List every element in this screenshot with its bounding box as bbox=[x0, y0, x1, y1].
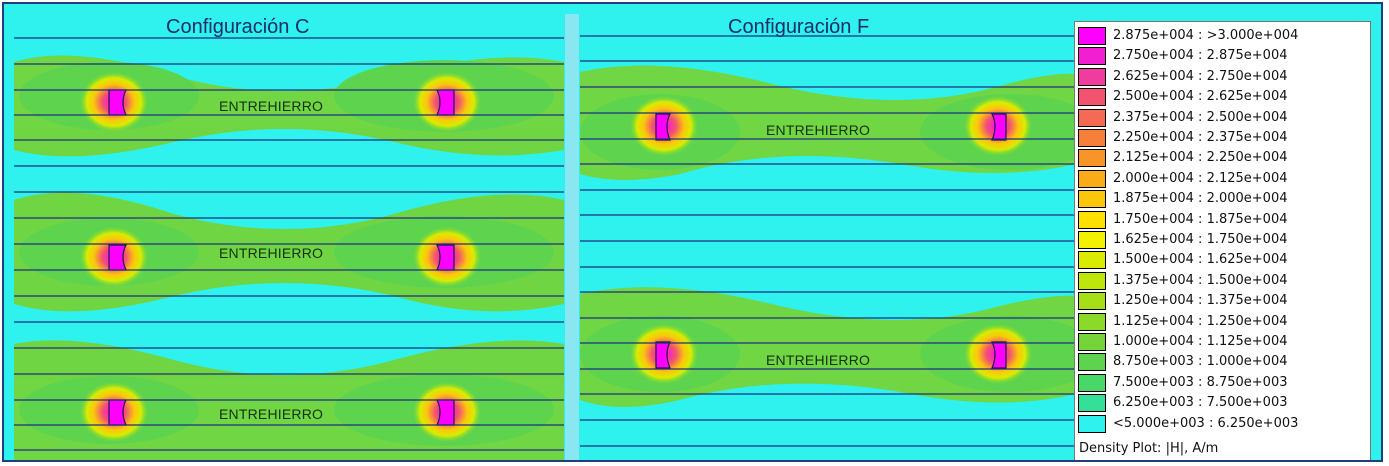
legend-swatch bbox=[1078, 312, 1106, 331]
legend-swatch bbox=[1078, 353, 1106, 372]
legend-row: 1.750e+004 : 1.875e+004 bbox=[1078, 210, 1368, 230]
legend-range-label: 1.500e+004 : 1.625e+004 bbox=[1113, 252, 1288, 268]
legend-swatch bbox=[1078, 373, 1106, 392]
legend-row: 7.500e+003 : 8.750e+003 bbox=[1078, 373, 1368, 393]
panel-configuracion-f: Configuración F ENTREHIERRO ENTREHIERRO bbox=[580, 14, 1076, 460]
legend-range-label: 6.250e+003 : 7.500e+003 bbox=[1113, 395, 1288, 411]
legend-row: 8.750e+003 : 1.000e+004 bbox=[1078, 352, 1368, 372]
legend-range-label: 2.000e+004 : 2.125e+004 bbox=[1113, 170, 1288, 186]
legend-row: <5.000e+003 : 6.250e+003 bbox=[1078, 414, 1368, 434]
gap-label-c-1: ENTREHIERRO bbox=[219, 98, 324, 114]
legend-range-label: 2.875e+004 : >3.000e+004 bbox=[1113, 28, 1299, 43]
legend-range-label: 1.000e+004 : 1.125e+004 bbox=[1113, 334, 1288, 349]
legend-swatch bbox=[1078, 271, 1106, 290]
legend-swatch bbox=[1078, 190, 1106, 209]
legend-swatch bbox=[1078, 231, 1106, 249]
legend-range-label: 1.250e+004 : 1.375e+004 bbox=[1113, 293, 1288, 309]
gap-label-c-3: ENTREHIERRO bbox=[219, 406, 324, 422]
legend-range-label: 2.250e+004 : 2.375e+004 bbox=[1113, 130, 1288, 145]
field-plot-c bbox=[14, 37, 564, 460]
legend-range-label: 2.625e+004 : 2.750e+004 bbox=[1113, 68, 1288, 84]
legend-row: 2.500e+004 : 2.625e+004 bbox=[1078, 87, 1368, 107]
legend-row: 1.500e+004 : 1.625e+004 bbox=[1078, 250, 1368, 270]
legend-range-label: 7.500e+003 : 8.750e+003 bbox=[1113, 374, 1288, 390]
legend-swatch bbox=[1078, 169, 1106, 188]
gap-label-f-2: ENTREHIERRO bbox=[766, 352, 871, 368]
legend-swatch bbox=[1078, 292, 1106, 311]
legend-swatch bbox=[1078, 333, 1106, 351]
gap-label-f-1: ENTREHIERRO bbox=[766, 122, 871, 138]
legend-row: 1.125e+004 : 1.250e+004 bbox=[1078, 312, 1368, 332]
panel-divider bbox=[565, 14, 579, 460]
legend-row: 1.375e+004 : 1.500e+004 bbox=[1078, 271, 1368, 291]
legend-swatch bbox=[1078, 47, 1106, 66]
legend-swatch bbox=[1078, 88, 1106, 107]
legend-row: 1.250e+004 : 1.375e+004 bbox=[1078, 291, 1368, 311]
legend-row: 2.625e+004 : 2.750e+004 bbox=[1078, 67, 1368, 87]
legend-row: 2.125e+004 : 2.250e+004 bbox=[1078, 148, 1368, 168]
legend-range-label: 1.750e+004 : 1.875e+004 bbox=[1113, 211, 1288, 227]
gap-label-c-2: ENTREHIERRO bbox=[219, 245, 324, 261]
legend-row: 1.000e+004 : 1.125e+004 bbox=[1078, 332, 1368, 352]
legend-row: 1.625e+004 : 1.750e+004 bbox=[1078, 230, 1368, 250]
legend-range-label: 2.500e+004 : 2.625e+004 bbox=[1113, 89, 1288, 105]
legend-row: 1.875e+004 : 2.000e+004 bbox=[1078, 189, 1368, 209]
panel-title-f: Configuración F bbox=[728, 16, 870, 38]
legend-swatch bbox=[1078, 67, 1106, 86]
legend-swatch bbox=[1078, 394, 1106, 413]
legend-swatch bbox=[1078, 251, 1106, 270]
color-scale-legend: 2.875e+004 : >3.000e+004 2.750e+004 : 2.8… bbox=[1074, 21, 1371, 460]
legend-swatch bbox=[1078, 414, 1106, 433]
legend-range-label: <5.000e+003 : 6.250e+003 bbox=[1113, 415, 1299, 431]
legend-row: 6.250e+003 : 7.500e+003 bbox=[1078, 393, 1368, 413]
legend-range-label: 1.875e+004 : 2.000e+004 bbox=[1113, 191, 1288, 207]
legend-row: 2.250e+004 : 2.375e+004 bbox=[1078, 128, 1368, 148]
panel-title-c: Configuración C bbox=[166, 16, 310, 38]
flux-line-group bbox=[14, 37, 564, 451]
legend-swatch bbox=[1078, 210, 1106, 229]
legend-row: 2.875e+004 : >3.000e+004 bbox=[1078, 26, 1368, 46]
legend-range-label: 2.125e+004 : 2.250e+004 bbox=[1113, 150, 1288, 166]
legend-range-label: 2.375e+004 : 2.500e+004 bbox=[1113, 109, 1288, 125]
legend-range-label: 1.625e+004 : 1.750e+004 bbox=[1113, 232, 1288, 247]
legend-swatch bbox=[1078, 108, 1106, 127]
legend-swatch bbox=[1078, 129, 1106, 147]
legend-range-label: 1.125e+004 : 1.250e+004 bbox=[1113, 313, 1288, 329]
flux-line-group-f bbox=[580, 35, 1076, 447]
legend-range-label: 2.750e+004 : 2.875e+004 bbox=[1113, 48, 1288, 64]
legend-swatch bbox=[1078, 149, 1106, 168]
legend-row: 2.000e+004 : 2.125e+004 bbox=[1078, 169, 1368, 189]
legend-range-label: 1.375e+004 : 1.500e+004 bbox=[1113, 272, 1288, 288]
legend-caption: Density Plot: |H|, A/m bbox=[1079, 441, 1219, 456]
panel-configuracion-c: Configuración C ENTREHIERRO ENTREHIERRO … bbox=[14, 14, 564, 460]
legend-row: 2.750e+004 : 2.875e+004 bbox=[1078, 46, 1368, 66]
legend-swatch bbox=[1078, 27, 1106, 45]
legend-range-label: 8.750e+003 : 1.000e+004 bbox=[1113, 354, 1288, 370]
field-plot-f bbox=[580, 35, 1076, 447]
legend-row: 2.375e+004 : 2.500e+004 bbox=[1078, 108, 1368, 128]
